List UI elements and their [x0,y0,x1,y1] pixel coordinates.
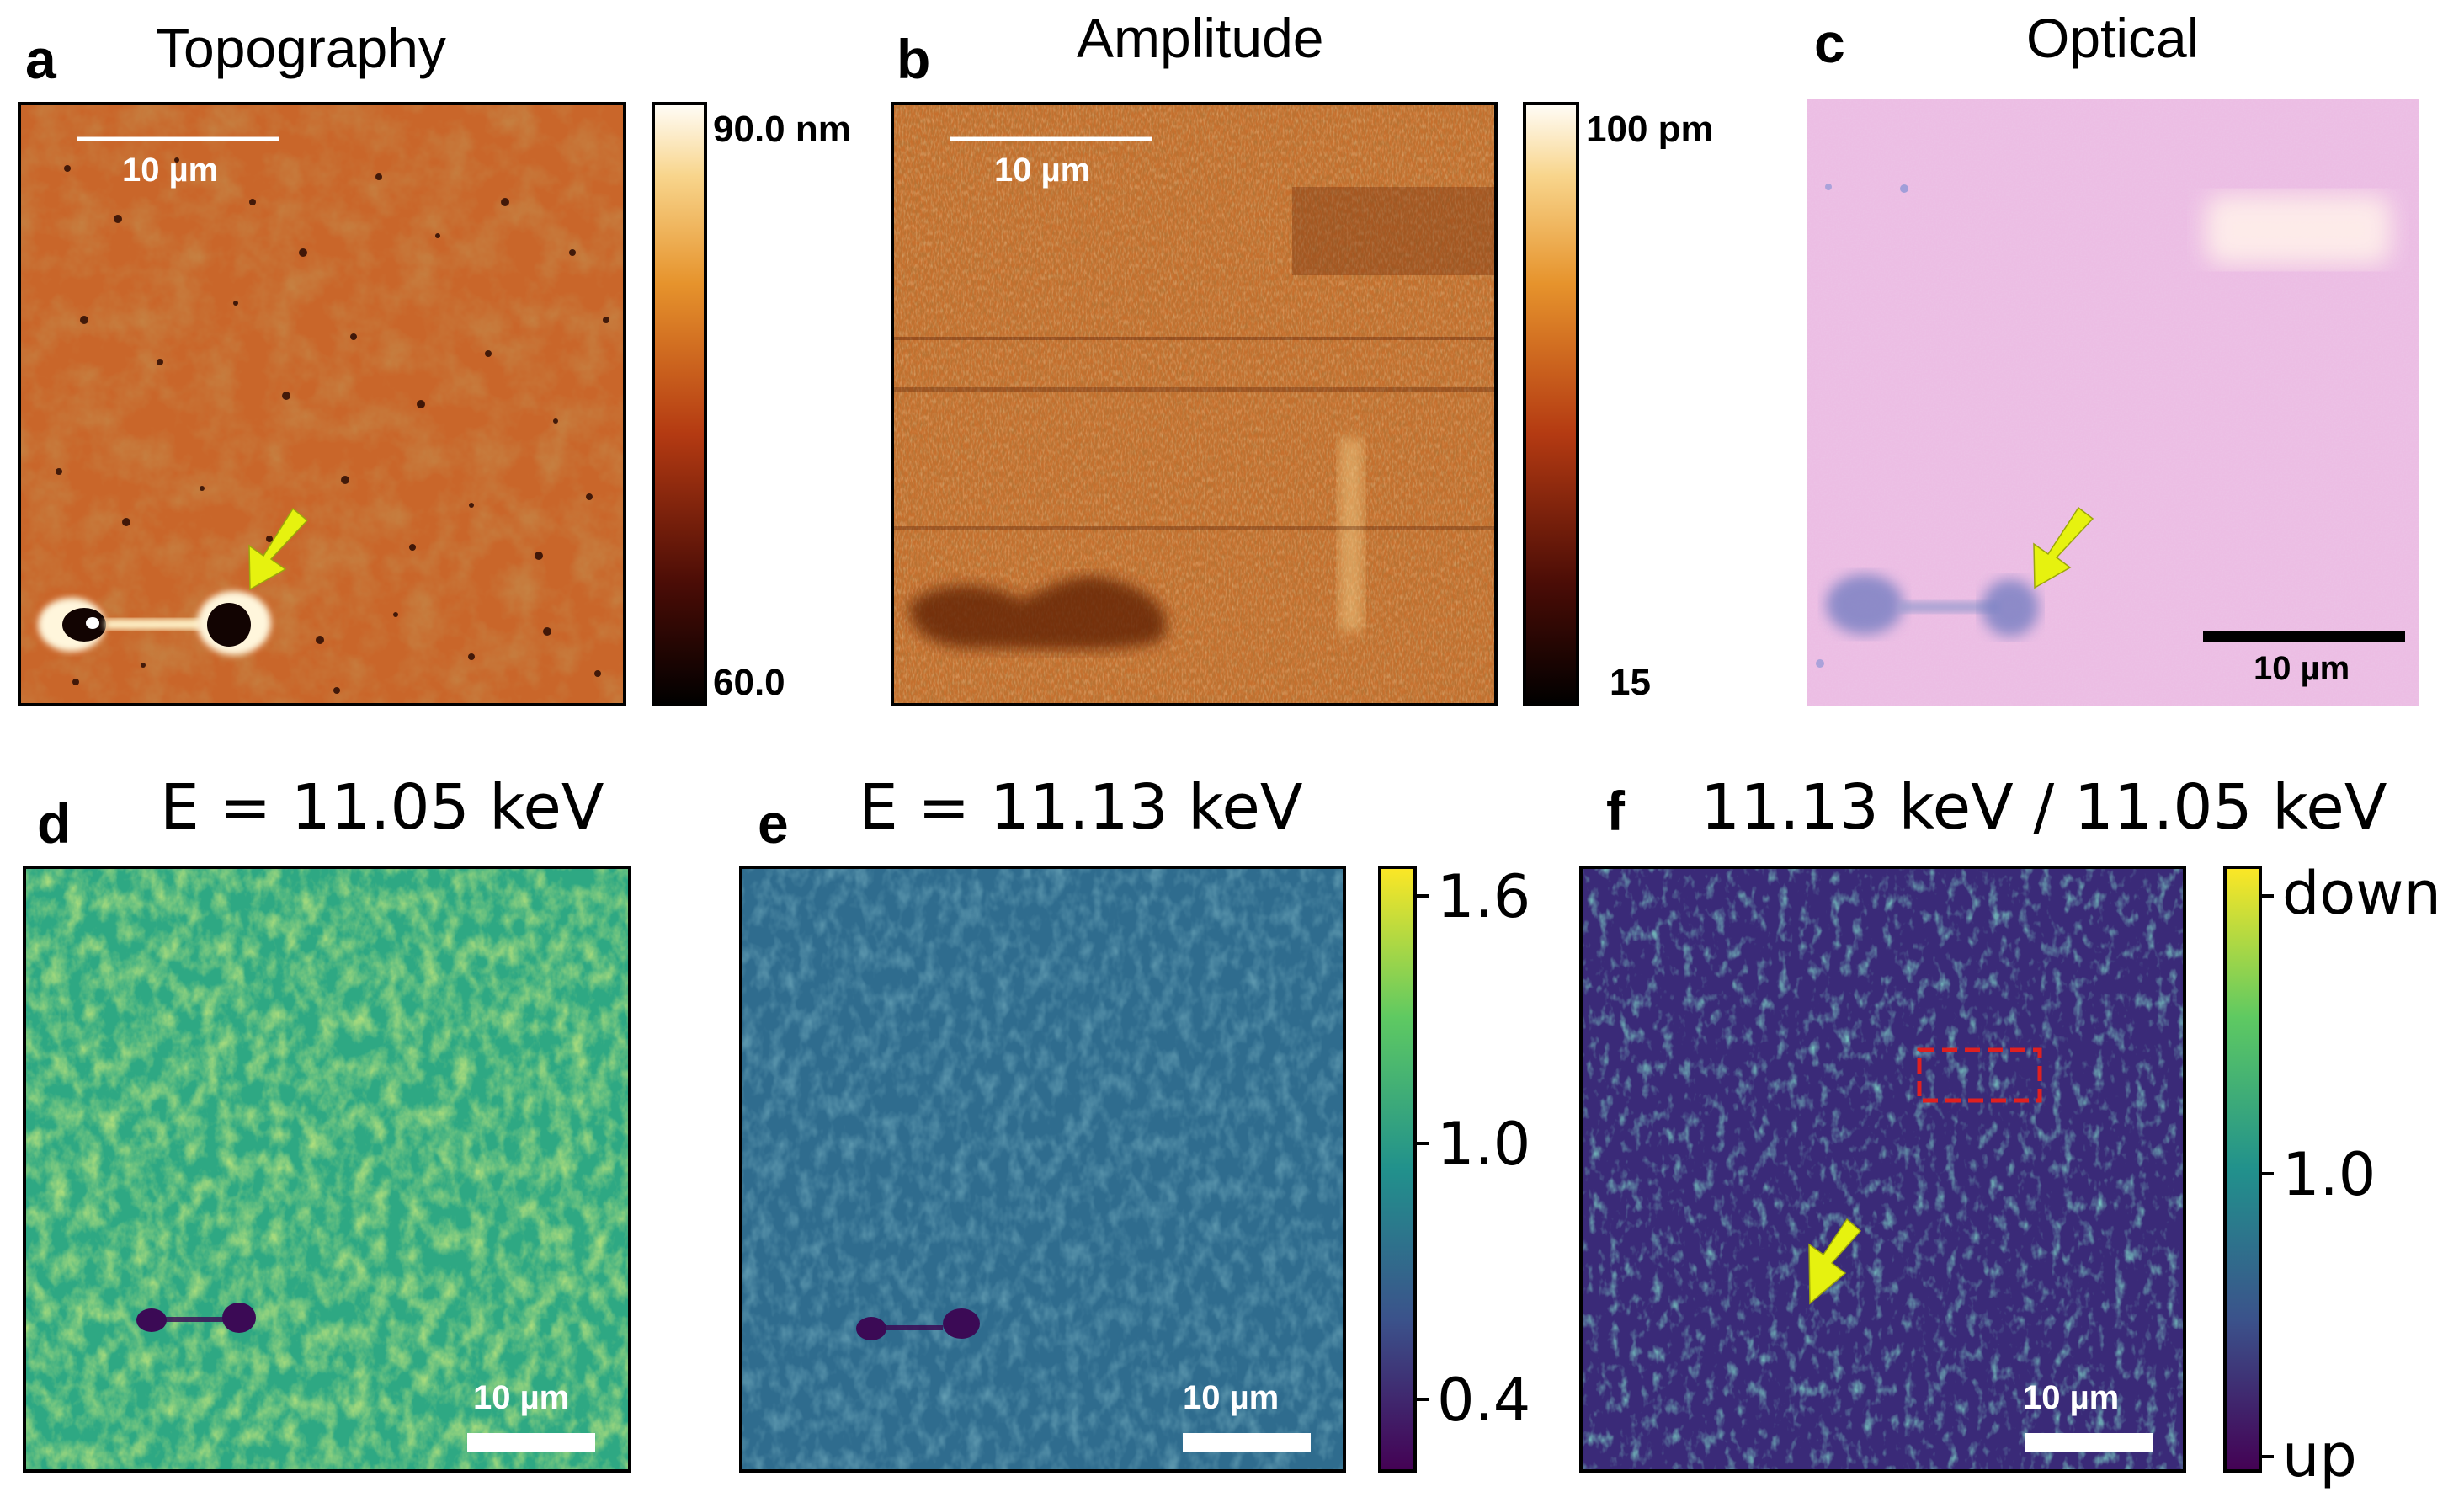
amplitude-colorbar-max: 100 pm [1586,109,1714,150]
topography-colorbar-min: 60.0 [713,662,785,703]
xray-1113-scalebar [1183,1433,1311,1452]
ratio-scalebar-label: 10 µm [2023,1379,2120,1416]
topography-image [18,102,626,706]
topography-colorbar-max: 90.0 nm [713,109,851,150]
xray-1105-scalebar [467,1433,595,1452]
panel-label-f: f [1606,780,1625,842]
topography-scalebar-label: 10 µm [122,152,219,189]
optical-arrow-icon [2033,506,2094,589]
xray-1105-image [23,866,631,1473]
ratio-image [1579,866,2186,1473]
amplitude-image [891,102,1498,706]
amplitude-colorbar-min: 15 [1610,662,1651,703]
panel-label-d: d [37,792,72,855]
ratio-arrow-icon [1808,1218,1862,1305]
optical-scalebar [2203,631,2405,642]
topography-arrow-icon [248,507,309,591]
panel-title-optical: Optical [2026,7,2200,69]
panel-title-topography: Topography [156,17,446,79]
optical-scalebar-label: 10 µm [2254,650,2350,687]
xray-colorbar-tick-high: 1.6 [1437,862,1531,931]
amplitude-colorbar [1523,102,1579,706]
topography-colorbar [652,102,707,706]
panel-title-1105: E = 11.05 keV [160,771,604,844]
xray-colorbar [1378,866,1429,1473]
panel-label-c: c [1814,12,1845,74]
ratio-colorbar-tick-up: up [2282,1421,2357,1490]
ratio-scalebar [2025,1433,2153,1452]
panel-title-1113: E = 11.13 keV [859,771,1303,844]
panel-label-e: e [758,792,789,855]
amplitude-scalebar-label: 10 µm [994,152,1091,189]
xray-colorbar-tick-low: 0.4 [1437,1366,1531,1435]
roi-box [1917,1047,2042,1103]
ratio-colorbar-tick-down: down [2282,859,2441,928]
xray-1113-image [739,866,1346,1473]
panel-label-b: b [897,28,931,90]
panel-label-a: a [25,28,56,90]
xray-1113-scalebar-label: 10 µm [1183,1379,1280,1416]
xray-1105-scalebar-label: 10 µm [473,1379,570,1416]
panel-title-ratio: 11.13 keV / 11.05 keV [1700,771,2387,844]
panel-title-amplitude: Amplitude [1077,7,1324,69]
ratio-colorbar [2223,866,2274,1473]
xray-colorbar-tick-mid: 1.0 [1437,1110,1531,1179]
optical-image [1807,99,2419,706]
ratio-colorbar-tick-mid: 1.0 [2282,1140,2376,1209]
